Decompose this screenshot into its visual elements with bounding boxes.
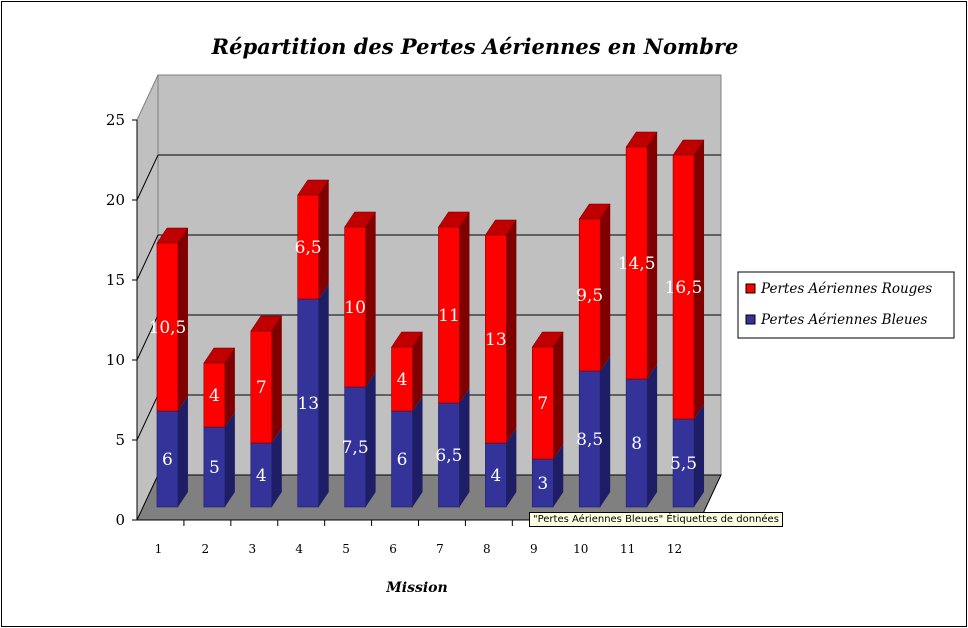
bar-side [600, 204, 611, 371]
data-label: 4 [209, 386, 220, 406]
bar-side [318, 180, 329, 299]
bar-side [412, 396, 423, 507]
data-label: 4 [490, 466, 501, 486]
x-tick-label: 5 [342, 542, 350, 556]
data-label: 13 [485, 330, 507, 350]
side-wall [136, 74, 159, 521]
legend-label: Pertes Aériennes Bleues [760, 312, 928, 328]
data-label: 5,5 [670, 454, 697, 474]
x-tick-label: 9 [530, 542, 538, 556]
x-tick-label: 8 [483, 542, 491, 556]
bar-side [224, 348, 235, 427]
x-tick-label: 7 [436, 542, 444, 556]
y-tick-label: 20 [106, 191, 125, 209]
bar-red [578, 218, 601, 372]
y-tick-label: 10 [106, 351, 125, 369]
legend-swatch [745, 314, 756, 325]
data-label: 10,5 [149, 318, 187, 338]
bar-side [412, 332, 423, 411]
y-tick-label: 15 [106, 271, 125, 289]
data-label: 3 [537, 474, 548, 494]
data-label: 11 [438, 306, 460, 326]
legend-label: Pertes Aériennes Rouges [760, 281, 932, 297]
x-tick-label: 1 [155, 542, 163, 556]
data-label: 4 [256, 466, 267, 486]
data-label: 6,5 [295, 238, 322, 258]
bar-side [365, 372, 376, 507]
chart-title: Répartition des Pertes Aériennes en Nomb… [211, 34, 739, 59]
bar-side [694, 404, 705, 507]
bar-red [250, 330, 273, 444]
y-tick-label: 0 [115, 511, 125, 529]
bar-side [459, 388, 470, 507]
bar-side [177, 228, 188, 411]
data-label: 9,5 [576, 286, 603, 306]
bar-side [694, 140, 705, 419]
gridline-side [136, 314, 159, 361]
data-label: 14,5 [618, 254, 656, 274]
bar-side [224, 412, 235, 507]
bar-red [531, 346, 554, 460]
bar-red [297, 194, 320, 300]
gridline-side [136, 154, 159, 201]
tooltip: "Pertes Aériennes Bleues" Étiquettes de … [529, 512, 783, 527]
y-tick-label: 5 [115, 431, 125, 449]
bar-side [647, 132, 658, 379]
bar-red [391, 346, 413, 412]
data-label: 6,5 [435, 446, 462, 466]
bar-side [553, 332, 564, 459]
data-label: 5 [209, 458, 220, 478]
bar-side [318, 284, 329, 507]
x-tick-label: 6 [389, 542, 397, 556]
bar-red [438, 226, 460, 404]
bar-side [271, 428, 282, 507]
bar-red [672, 154, 695, 420]
bar-red [625, 146, 648, 380]
bar-side [271, 316, 282, 443]
data-label: 6 [162, 450, 173, 470]
bar-side [177, 396, 188, 507]
gridline-side [136, 394, 159, 441]
data-label: 7 [537, 394, 548, 414]
bar-side [647, 364, 658, 507]
bar-red [344, 226, 366, 388]
data-label: 10 [344, 298, 366, 318]
data-label: 7,5 [342, 438, 369, 458]
bar-side [459, 212, 470, 403]
bar-side [365, 212, 376, 387]
data-label: 7 [256, 378, 267, 398]
x-tick-label: 2 [202, 542, 210, 556]
data-label: 13 [297, 394, 319, 414]
x-axis-title: Mission [385, 580, 447, 596]
data-label: 8,5 [576, 430, 603, 450]
bar-side [506, 428, 517, 507]
bar-side [553, 444, 564, 507]
legend [737, 271, 955, 339]
legend-swatch [745, 283, 756, 294]
gridline-side [136, 234, 159, 281]
y-tick-label: 25 [106, 111, 125, 129]
bar-red [203, 362, 226, 428]
x-tick-label: 10 [573, 542, 588, 556]
bar-side [506, 220, 517, 443]
bar-red [485, 234, 507, 444]
data-label: 8 [631, 434, 642, 454]
data-label: 16,5 [665, 278, 703, 298]
data-label: 6 [397, 450, 408, 470]
x-tick-label: 4 [295, 542, 303, 556]
x-tick-label: 11 [620, 542, 635, 556]
x-tick-label: 3 [248, 542, 256, 556]
bar-red [156, 242, 179, 412]
x-tick-label: 12 [667, 542, 682, 556]
bar-side [600, 356, 611, 507]
data-label: 4 [397, 370, 408, 390]
